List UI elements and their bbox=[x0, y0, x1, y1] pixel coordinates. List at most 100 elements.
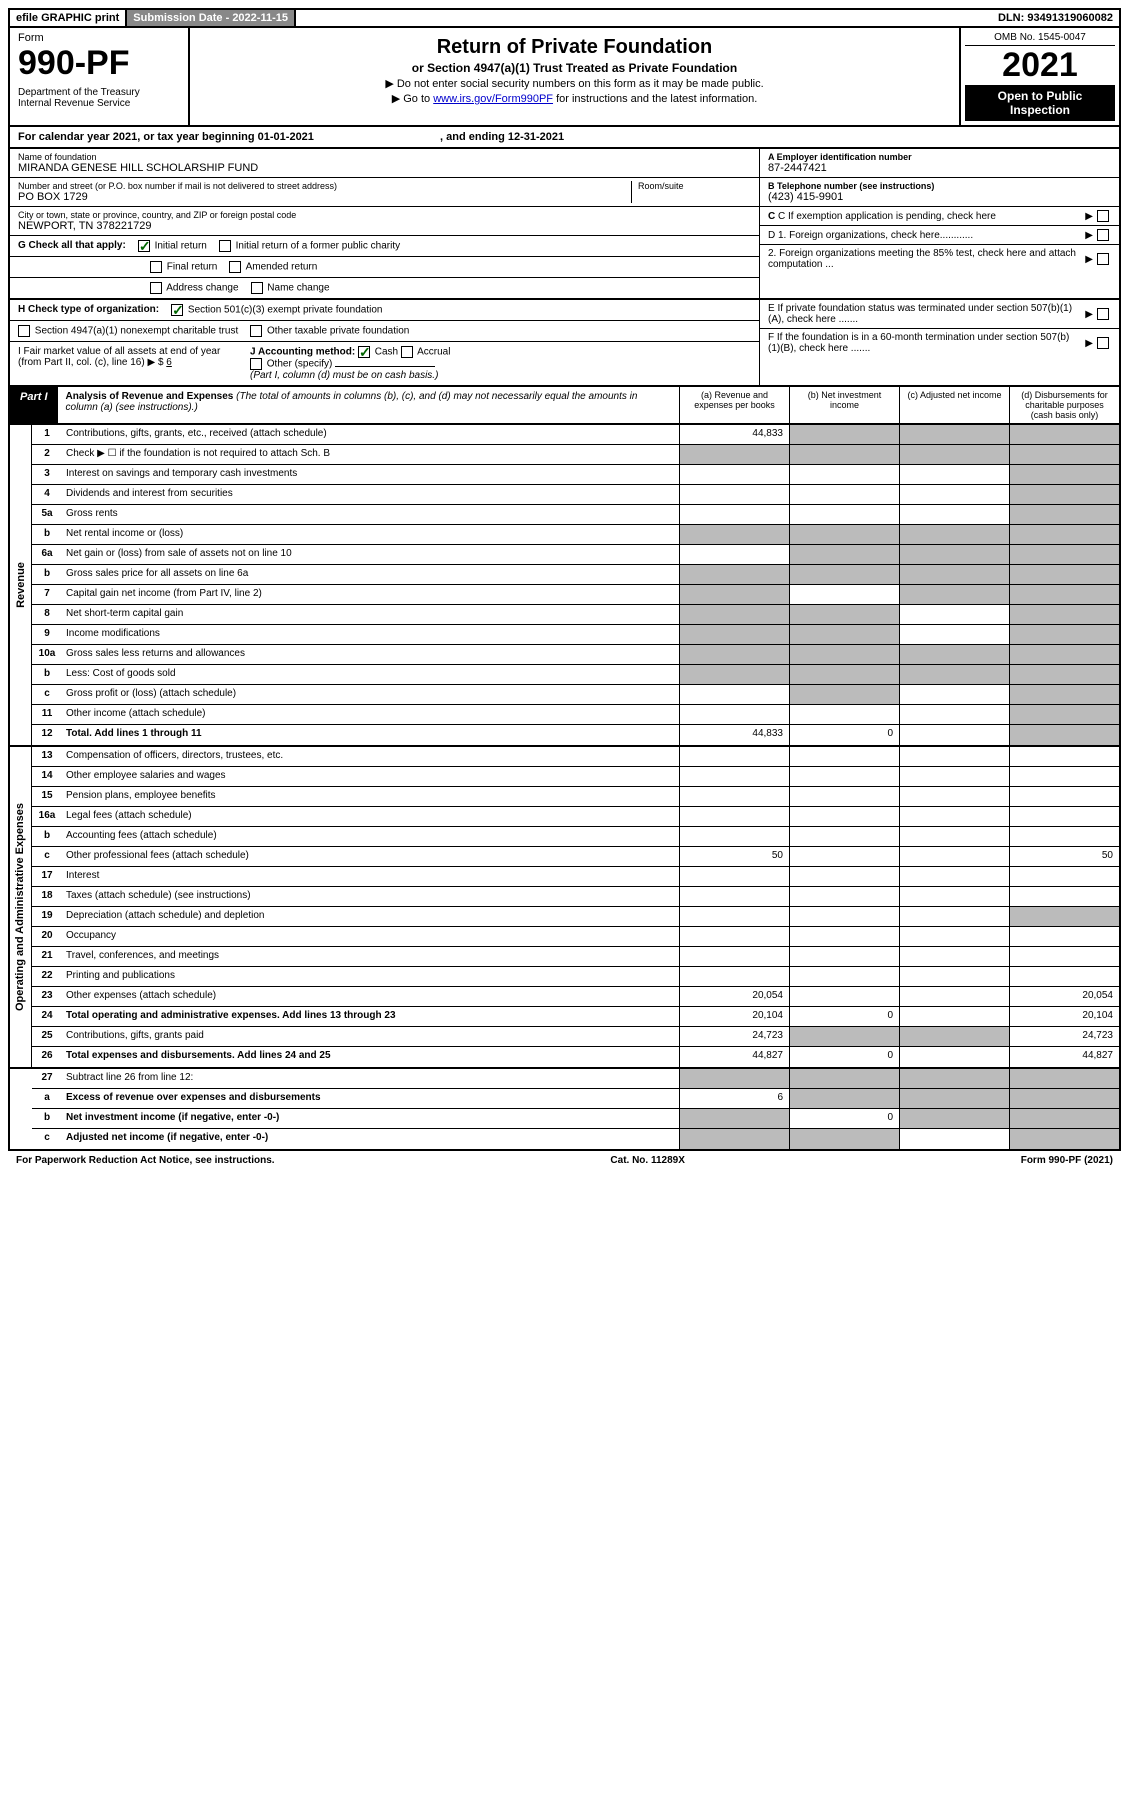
line-27-section: 27Subtract line 26 from line 12: aExcess… bbox=[8, 1069, 1121, 1151]
room-suite-label: Room/suite bbox=[638, 181, 751, 191]
line-16b: Accounting fees (attach schedule) bbox=[62, 827, 679, 846]
ein-value: 87-2447421 bbox=[768, 162, 1111, 174]
part-1-label: Part I bbox=[10, 387, 58, 423]
address-change-checkbox[interactable] bbox=[150, 282, 162, 294]
revenue-section: Revenue 1Contributions, gifts, grants, e… bbox=[8, 425, 1121, 747]
l25-d: 24,723 bbox=[1009, 1027, 1119, 1046]
efile-label[interactable]: efile GRAPHIC print bbox=[10, 10, 125, 26]
d2-checkbox[interactable] bbox=[1097, 253, 1109, 265]
instr-1: ▶ Do not enter social security numbers o… bbox=[202, 77, 947, 90]
l16c-a: 50 bbox=[679, 847, 789, 866]
line-5a: Gross rents bbox=[62, 505, 679, 524]
line-6b: Gross sales price for all assets on line… bbox=[62, 565, 679, 584]
line-20: Occupancy bbox=[62, 927, 679, 946]
dln-label: DLN: 93491319060082 bbox=[992, 10, 1119, 26]
col-c-header: (c) Adjusted net income bbox=[899, 387, 1009, 423]
ein-label: A Employer identification number bbox=[768, 152, 912, 162]
line-2: Check ▶ ☐ if the foundation is not requi… bbox=[62, 445, 679, 464]
cal-year-end: , and ending 12-31-2021 bbox=[440, 131, 564, 143]
l12-a: 44,833 bbox=[679, 725, 789, 745]
col-b-header: (b) Net investment income bbox=[789, 387, 899, 423]
g-label: G Check all that apply: bbox=[18, 240, 126, 252]
footer-mid: Cat. No. 11289X bbox=[610, 1155, 684, 1166]
line-10b: Less: Cost of goods sold bbox=[62, 665, 679, 684]
other-taxable-label: Other taxable private foundation bbox=[267, 326, 409, 337]
line-23: Other expenses (attach schedule) bbox=[62, 987, 679, 1006]
line-16c: Other professional fees (attach schedule… bbox=[62, 847, 679, 866]
instr-2-pre: ▶ Go to bbox=[392, 93, 433, 105]
line-19: Depreciation (attach schedule) and deple… bbox=[62, 907, 679, 926]
l23-a: 20,054 bbox=[679, 987, 789, 1006]
l27b-b: 0 bbox=[789, 1109, 899, 1128]
c-checkbox[interactable] bbox=[1097, 210, 1109, 222]
line-13: Compensation of officers, directors, tru… bbox=[62, 747, 679, 766]
other-taxable-checkbox[interactable] bbox=[250, 325, 262, 337]
line-6a: Net gain or (loss) from sale of assets n… bbox=[62, 545, 679, 564]
line-16a: Legal fees (attach schedule) bbox=[62, 807, 679, 826]
form-subtitle: or Section 4947(a)(1) Trust Treated as P… bbox=[202, 61, 947, 75]
form-header: Form 990-PF Department of the Treasury I… bbox=[8, 28, 1121, 127]
footer-left: For Paperwork Reduction Act Notice, see … bbox=[16, 1155, 275, 1166]
l26-b: 0 bbox=[789, 1047, 899, 1067]
top-bar: efile GRAPHIC print Submission Date - 20… bbox=[8, 8, 1121, 28]
l26-d: 44,827 bbox=[1009, 1047, 1119, 1067]
instr-2-post: for instructions and the latest informat… bbox=[556, 93, 757, 105]
l24-b: 0 bbox=[789, 1007, 899, 1026]
cash-checkbox[interactable] bbox=[358, 346, 370, 358]
d1-label: D 1. Foreign organizations, check here..… bbox=[768, 230, 1085, 241]
l23-d: 20,054 bbox=[1009, 987, 1119, 1006]
accrual-label: Accrual bbox=[417, 347, 450, 358]
l24-d: 20,104 bbox=[1009, 1007, 1119, 1026]
line-26: Total expenses and disbursements. Add li… bbox=[66, 1050, 331, 1061]
foundation-name: MIRANDA GENESE HILL SCHOLARSHIP FUND bbox=[18, 162, 751, 174]
initial-return-checkbox[interactable] bbox=[138, 240, 150, 252]
final-return-checkbox[interactable] bbox=[150, 261, 162, 273]
name-change-checkbox[interactable] bbox=[251, 282, 263, 294]
sec4947-checkbox[interactable] bbox=[18, 325, 30, 337]
cash-label: Cash bbox=[375, 347, 398, 358]
part-1-header: Part I Analysis of Revenue and Expenses … bbox=[8, 387, 1121, 425]
sec501-checkbox[interactable] bbox=[171, 304, 183, 316]
line-17: Interest bbox=[62, 867, 679, 886]
initial-return-label: Initial return bbox=[155, 241, 207, 252]
tel-value: (423) 415-9901 bbox=[768, 191, 1111, 203]
form990pf-link[interactable]: www.irs.gov/Form990PF bbox=[433, 93, 553, 105]
d2-label: 2. Foreign organizations meeting the 85%… bbox=[768, 248, 1085, 270]
l12-b: 0 bbox=[789, 725, 899, 745]
line-25: Contributions, gifts, grants paid bbox=[62, 1027, 679, 1046]
line-27: Subtract line 26 from line 12: bbox=[62, 1069, 679, 1088]
entity-info: Name of foundation MIRANDA GENESE HILL S… bbox=[8, 149, 1121, 300]
submission-date: Submission Date - 2022-11-15 bbox=[125, 10, 296, 26]
l27a-a: 6 bbox=[679, 1089, 789, 1108]
line-22: Printing and publications bbox=[62, 967, 679, 986]
line-5b: Net rental income or (loss) bbox=[62, 525, 679, 544]
line-21: Travel, conferences, and meetings bbox=[62, 947, 679, 966]
line-9: Income modifications bbox=[62, 625, 679, 644]
line-14: Other employee salaries and wages bbox=[62, 767, 679, 786]
name-change-label: Name change bbox=[267, 283, 329, 294]
d1-checkbox[interactable] bbox=[1097, 229, 1109, 241]
l26-a: 44,827 bbox=[679, 1047, 789, 1067]
sec4947-label: Section 4947(a)(1) nonexempt charitable … bbox=[35, 326, 238, 337]
line-27a: Excess of revenue over expenses and disb… bbox=[66, 1092, 321, 1103]
col-d-header: (d) Disbursements for charitable purpose… bbox=[1009, 387, 1119, 423]
form-word: Form bbox=[18, 32, 180, 44]
line-24: Total operating and administrative expen… bbox=[66, 1010, 396, 1021]
address-change-label: Address change bbox=[166, 283, 238, 294]
initial-former-checkbox[interactable] bbox=[219, 240, 231, 252]
e-checkbox[interactable] bbox=[1097, 308, 1109, 320]
accrual-checkbox[interactable] bbox=[401, 346, 413, 358]
amended-return-checkbox[interactable] bbox=[229, 261, 241, 273]
j-note: (Part I, column (d) must be on cash basi… bbox=[250, 370, 438, 381]
line-10a: Gross sales less returns and allowances bbox=[62, 645, 679, 664]
omb-number: OMB No. 1545-0047 bbox=[965, 32, 1115, 46]
other-method-checkbox[interactable] bbox=[250, 358, 262, 370]
foundation-name-label: Name of foundation bbox=[18, 152, 751, 162]
open-public-label: Open to Public Inspection bbox=[965, 85, 1115, 121]
j-label: J Accounting method: bbox=[250, 347, 355, 358]
tax-year: 2021 bbox=[965, 46, 1115, 85]
dept-label: Department of the Treasury Internal Reve… bbox=[18, 87, 180, 109]
city-value: NEWPORT, TN 378221729 bbox=[18, 220, 751, 232]
f-checkbox[interactable] bbox=[1097, 337, 1109, 349]
c-label: C If exemption application is pending, c… bbox=[778, 211, 996, 222]
